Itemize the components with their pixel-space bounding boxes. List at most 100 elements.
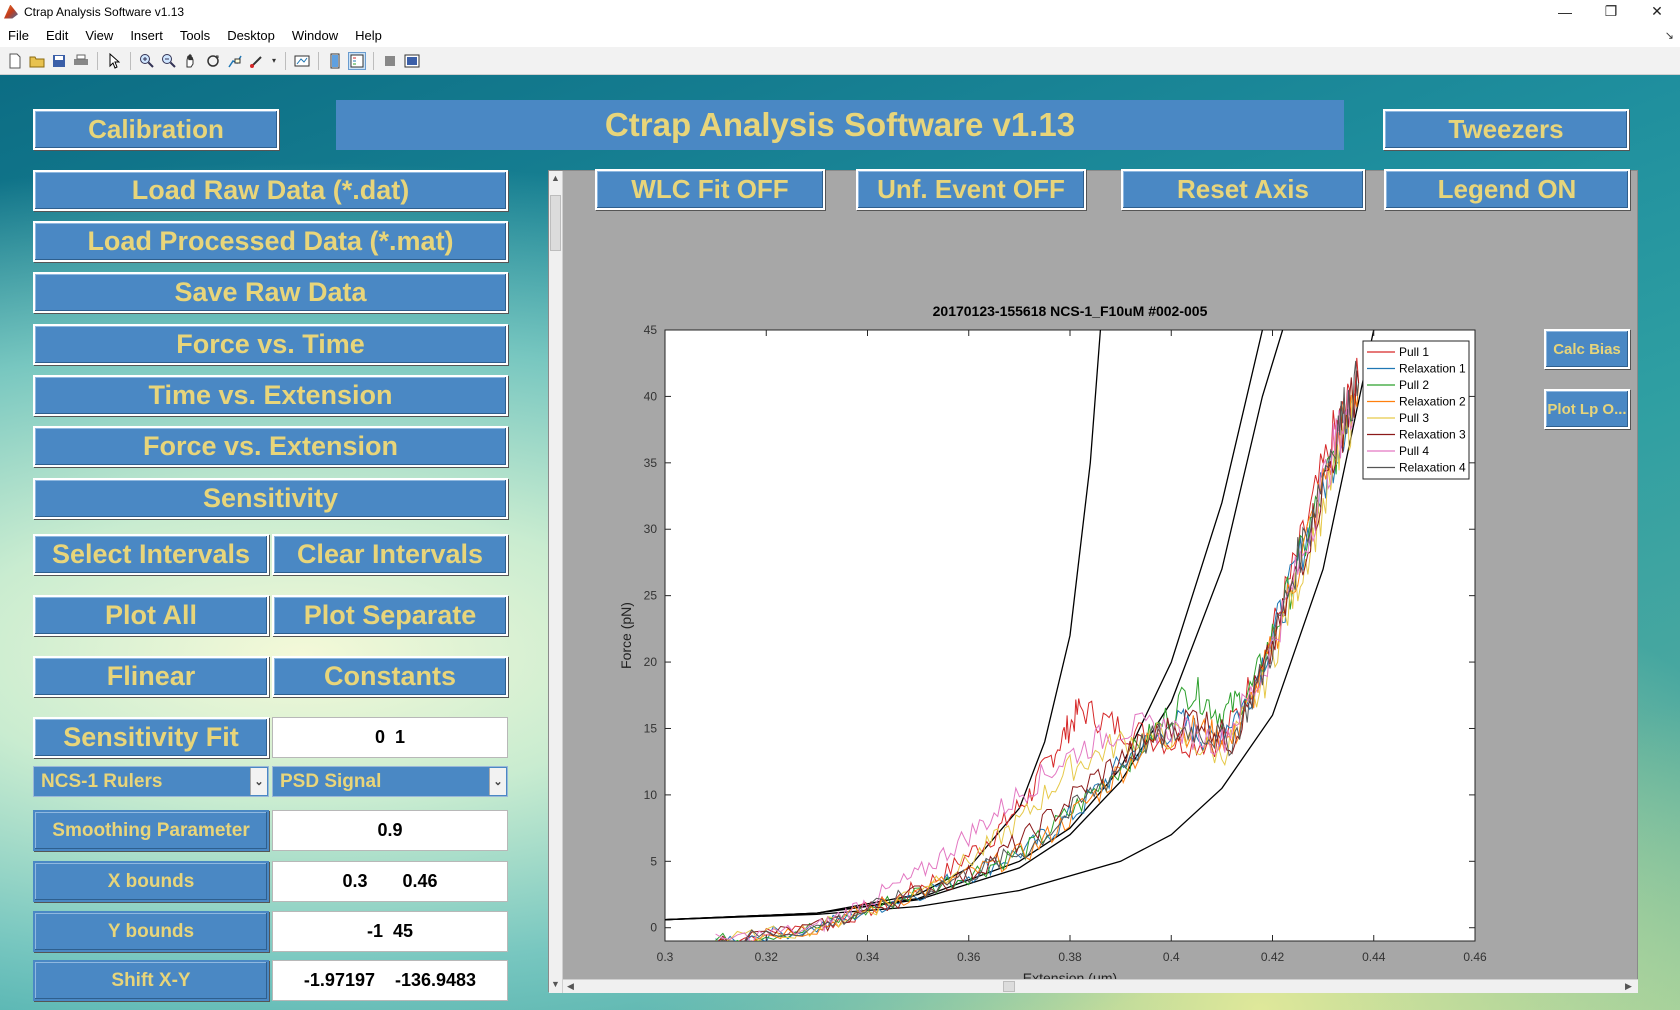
menu-desktop[interactable]: Desktop (227, 27, 275, 43)
close-button[interactable]: ✕ (1651, 3, 1663, 19)
legend-entry: Pull 4 (1399, 444, 1429, 458)
zoom-out-icon[interactable] (160, 52, 178, 70)
x-bounds-input[interactable]: 0.3 0.46 (272, 861, 508, 902)
legend-entry: Pull 1 (1399, 345, 1429, 359)
sensitivity-fit-button[interactable]: Sensitivity Fit (33, 717, 269, 758)
calc-bias-button[interactable]: Calc Bias (1544, 329, 1630, 369)
y-tick-label: 45 (644, 323, 658, 337)
menu-edit[interactable]: Edit (45, 27, 69, 43)
wlc-fit-curve-4 (665, 330, 1375, 921)
colorbar-icon[interactable] (326, 52, 344, 70)
plot-lp-button[interactable]: Plot Lp O... (1544, 389, 1630, 429)
y-bounds-input[interactable]: -1 45 (272, 911, 508, 952)
plot-all-button[interactable]: Plot All (33, 595, 269, 636)
sensitivity-button[interactable]: Sensitivity (33, 478, 508, 519)
force-vs-time-button[interactable]: Force vs. Time (33, 324, 508, 365)
time-vs-extension-button[interactable]: Time vs. Extension (33, 375, 508, 416)
legend-icon[interactable] (348, 51, 366, 70)
load-raw-data-button[interactable]: Load Raw Data (*.dat) (33, 170, 508, 211)
legend-entry: Relaxation 1 (1399, 362, 1466, 376)
x-tick-label: 0.38 (1058, 950, 1082, 964)
menu-help[interactable]: Help (355, 27, 382, 43)
y-tick-label: 15 (644, 721, 658, 735)
pointer-icon[interactable] (105, 52, 123, 70)
zoom-in-icon[interactable] (138, 52, 156, 70)
menu-view[interactable]: View (85, 27, 114, 43)
force-vs-extension-button[interactable]: Force vs. Extension (33, 426, 508, 467)
clear-intervals-button[interactable]: Clear Intervals (272, 534, 508, 575)
menu-file[interactable]: File (8, 27, 29, 43)
menu-window[interactable]: Window (291, 27, 339, 43)
sensitivity-fit-input[interactable]: 0 1 (272, 717, 508, 758)
scroll-left-icon[interactable]: ◀ (567, 981, 574, 991)
vertical-scroll-thumb[interactable] (550, 195, 561, 251)
unfolding-event-toggle-button[interactable]: Unf. Event OFF (856, 169, 1086, 210)
rotate-icon[interactable] (204, 52, 222, 70)
legend-toggle-button[interactable]: Legend ON (1384, 169, 1630, 210)
pan-icon[interactable] (182, 52, 200, 70)
horizontal-scrollbar[interactable]: ◀ ▶ (563, 979, 1638, 993)
wlc-fit-toggle-button[interactable]: WLC Fit OFF (595, 169, 825, 210)
chevron-down-icon[interactable]: ▾ (271, 56, 276, 65)
force-extension-plot[interactable]: 0.3 0.32 0.34 0.36 0.38 0.4 0.42 0.44 0.46 0 5 10 15… (563, 171, 1638, 979)
scroll-down-icon[interactable]: ▼ (551, 979, 560, 989)
open-folder-icon[interactable] (28, 52, 46, 70)
plot-separate-button[interactable]: Plot Separate (272, 595, 508, 636)
y-tick-label: 35 (644, 456, 658, 470)
shift-xy-input[interactable]: -1.97197 -136.9483 (272, 960, 508, 1001)
x-tick-label: 0.32 (755, 950, 779, 964)
constants-button[interactable]: Constants (272, 656, 508, 697)
brush-icon[interactable] (248, 52, 266, 70)
app-banner: Ctrap Analysis Software v1.13 (336, 100, 1344, 150)
molecule-select[interactable]: NCS-1 Rulers ⌄ (33, 766, 269, 797)
series-line-6 (718, 370, 1360, 941)
print-icon[interactable] (72, 52, 90, 70)
horizontal-scroll-thumb[interactable] (1003, 981, 1015, 992)
y-axis-label: Force (pN) (618, 602, 634, 669)
toolbar: ▾ (0, 47, 1680, 75)
x-tick-label: 0.36 (957, 950, 981, 964)
y-tick-label: 5 (650, 854, 657, 868)
hide-plot-tools-icon[interactable] (381, 52, 399, 70)
legend-entry: Relaxation 2 (1399, 395, 1466, 409)
toolbar-separator (130, 51, 131, 70)
minimize-button[interactable]: — (1558, 3, 1572, 20)
calibration-button[interactable]: Calibration (33, 109, 279, 150)
legend-box[interactable] (1362, 340, 1470, 480)
series-line-1 (715, 357, 1360, 941)
title-bar: Ctrap Analysis Software v1.13 — ❐ ✕ (0, 0, 1680, 23)
data-cursor-icon[interactable] (226, 52, 244, 70)
legend-entry: Pull 2 (1399, 378, 1429, 392)
smoothing-parameter-input[interactable]: 0.9 (272, 810, 508, 851)
restore-button[interactable]: ❐ (1604, 3, 1618, 19)
legend-entry: Relaxation 4 (1399, 461, 1466, 475)
y-tick-label: 20 (644, 655, 658, 669)
menu-tools[interactable]: Tools (179, 27, 211, 43)
signal-select[interactable]: PSD Signal ⌄ (272, 766, 508, 797)
menu-insert[interactable]: Insert (130, 27, 163, 43)
series-line-2 (715, 396, 1354, 941)
link-plot-icon[interactable] (293, 52, 311, 70)
select-intervals-button[interactable]: Select Intervals (33, 534, 269, 575)
load-processed-data-button[interactable]: Load Processed Data (*.mat) (33, 221, 508, 262)
dock-arrow-icon[interactable]: ↘ (1664, 29, 1674, 42)
flinear-button[interactable]: Flinear (33, 656, 269, 697)
save-raw-data-button[interactable]: Save Raw Data (33, 272, 508, 313)
chevron-down-icon[interactable]: ⌄ (489, 768, 506, 795)
new-file-icon[interactable] (6, 52, 24, 70)
y-tick-label: 10 (644, 788, 658, 802)
y-tick-label: 30 (644, 522, 658, 536)
chevron-down-icon[interactable]: ⌄ (250, 768, 267, 795)
vertical-scrollbar[interactable]: ▲ ▼ (549, 171, 563, 993)
save-icon[interactable] (50, 52, 68, 70)
show-plot-tools-icon[interactable] (403, 52, 421, 70)
scroll-up-icon[interactable]: ▲ (551, 173, 560, 183)
reset-axis-button[interactable]: Reset Axis (1121, 169, 1365, 210)
menu-bar: File Edit View Insert Tools Desktop Wind… (0, 23, 1680, 47)
toolbar-separator (97, 51, 98, 70)
y-tick-label: 40 (644, 389, 658, 403)
tweezers-button[interactable]: Tweezers (1383, 109, 1629, 150)
y-bounds-label: Y bounds (33, 911, 269, 952)
scroll-right-icon[interactable]: ▶ (1625, 981, 1632, 991)
y-tick-label: 0 (650, 921, 657, 935)
